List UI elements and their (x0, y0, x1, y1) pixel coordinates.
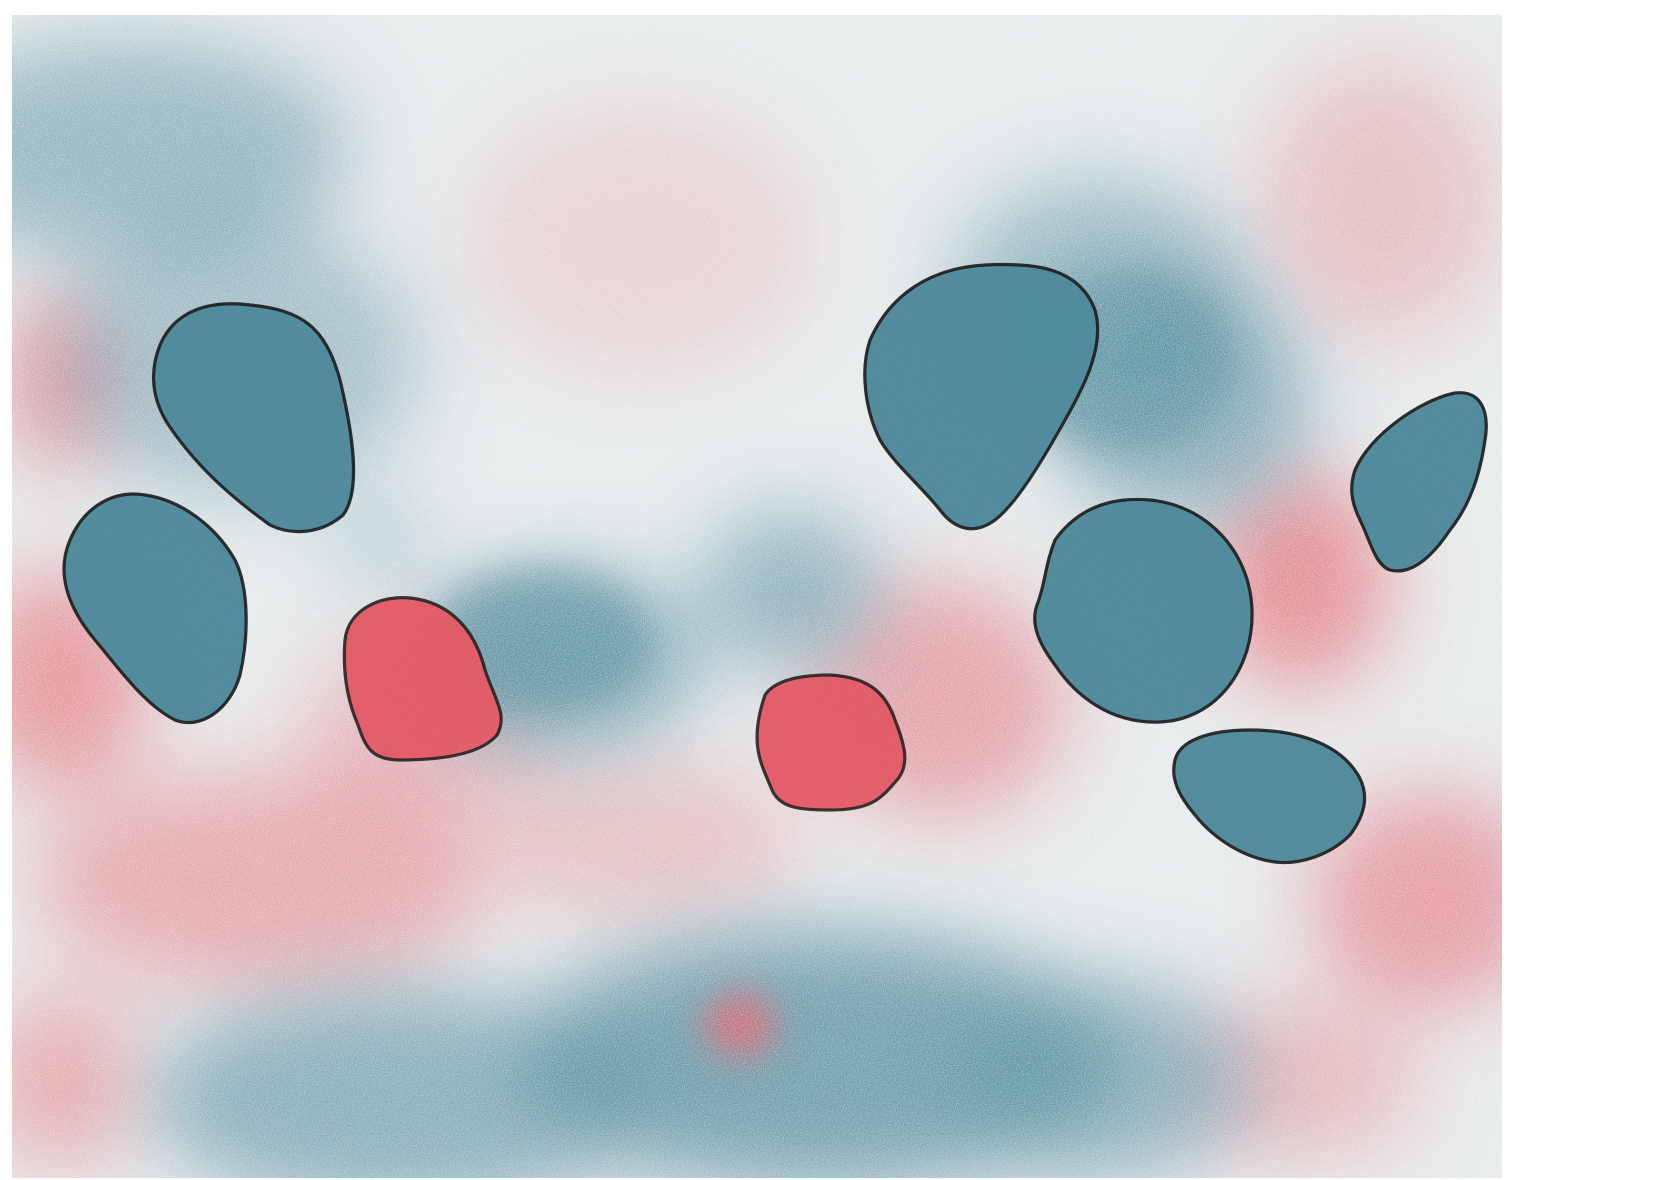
region-outline-4 (755, 673, 907, 812)
grain-overlay (12, 15, 1502, 1178)
heatmap-field (12, 15, 1502, 1178)
